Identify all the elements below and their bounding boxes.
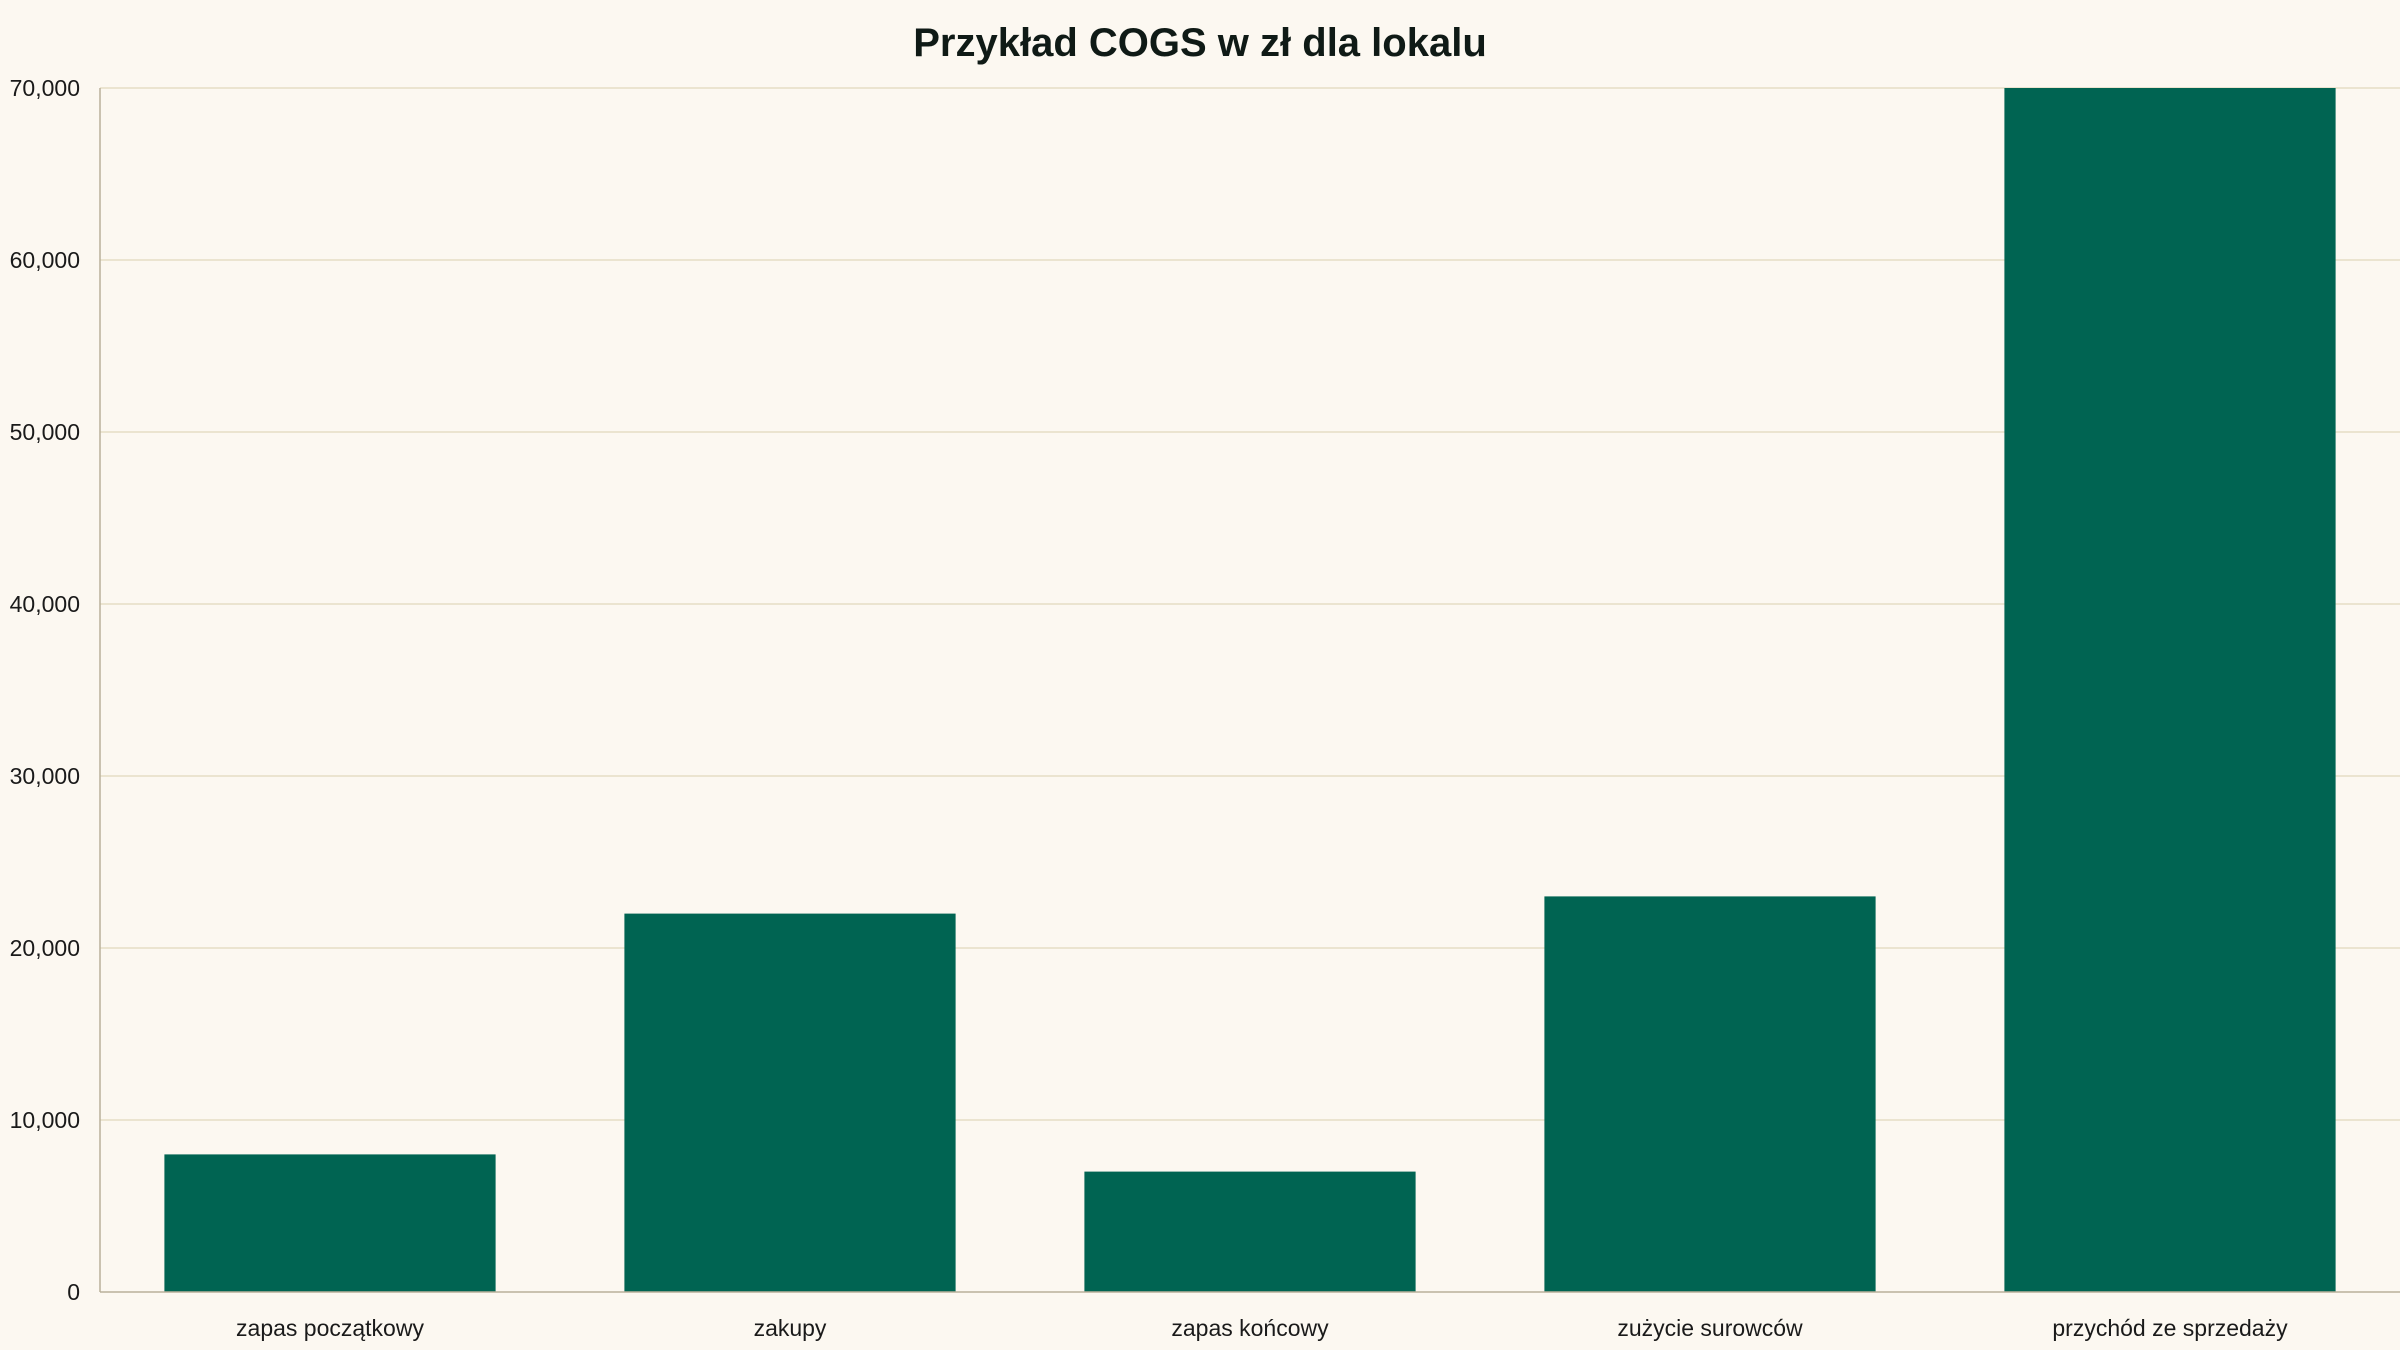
y-tick-label: 50,000 [10,419,80,445]
bar-1 [624,913,956,1292]
axes [99,88,2400,1293]
x-tick-label: zapas początkowy [236,1315,424,1341]
bar-3 [1544,896,1876,1292]
y-tick-label: 20,000 [10,935,80,961]
grid-lines [100,87,2400,1121]
x-tick-label: zakupy [754,1315,827,1341]
y-tick-label: 70,000 [10,75,80,101]
x-tick-label: zużycie surowców [1617,1315,1803,1341]
y-tick-label: 40,000 [10,591,80,617]
bar-0 [164,1154,496,1292]
y-tick-label: 30,000 [10,763,80,789]
chart-title: Przykład COGS w zł dla lokalu [913,21,1487,65]
x-tick-label: przychód ze sprzedaży [2052,1315,2288,1341]
bars [164,88,2336,1292]
x-axis-labels: zapas początkowy zakupy zapas końcowy zużyc… [236,1315,2288,1341]
y-tick-label: 60,000 [10,247,80,273]
bar-4 [2004,88,2336,1292]
y-axis-ticks: 0 10,000 20,000 30,000 40,000 50,000 60,000 70,… [10,75,80,1305]
y-tick-label: 0 [67,1279,80,1305]
y-tick-label: 10,000 [10,1107,80,1133]
x-tick-label: zapas końcowy [1171,1315,1329,1341]
bar-2 [1084,1171,1416,1292]
